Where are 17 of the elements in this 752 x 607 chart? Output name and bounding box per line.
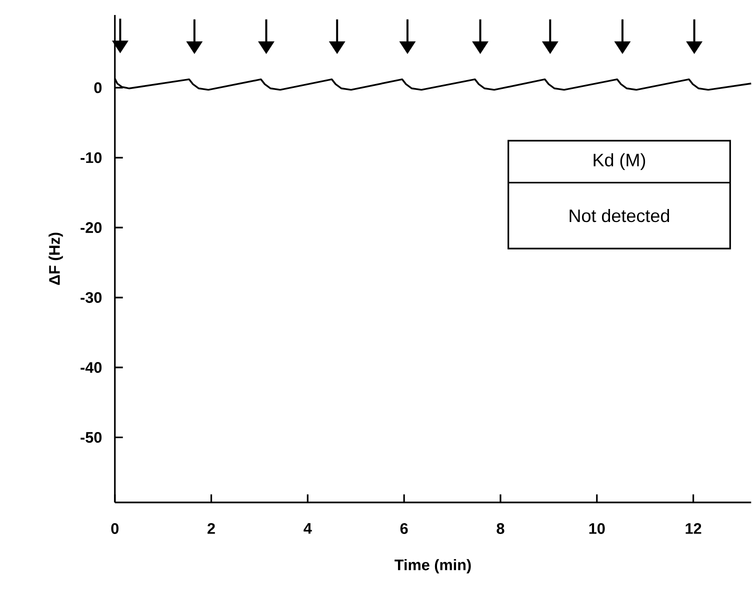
y-tick-label: 0 — [94, 82, 102, 93]
x-tick-label: 8 — [496, 522, 504, 534]
x-tick-label: 2 — [208, 522, 215, 534]
x-tick-label: 12 — [686, 522, 702, 534]
y-tick-label: -10 — [80, 152, 102, 163]
x-tick-label: 6 — [400, 522, 408, 534]
x-tick-label: 0 — [111, 522, 119, 534]
y-tick-label: -50 — [80, 432, 102, 443]
y-tick-label: -30 — [80, 292, 102, 303]
annotation: Kd (M) — [594, 153, 646, 170]
y-tick-label: -20 — [80, 222, 102, 233]
x-tick-label: 10 — [589, 522, 605, 534]
y-axis-title: ΔF (Hz) — [48, 232, 63, 285]
x-axis-title: Time (min) — [394, 558, 471, 574]
annotation: Not detected — [570, 208, 670, 222]
y-tick-label: -40 — [80, 362, 102, 373]
x-tick-label: 4 — [304, 522, 312, 534]
